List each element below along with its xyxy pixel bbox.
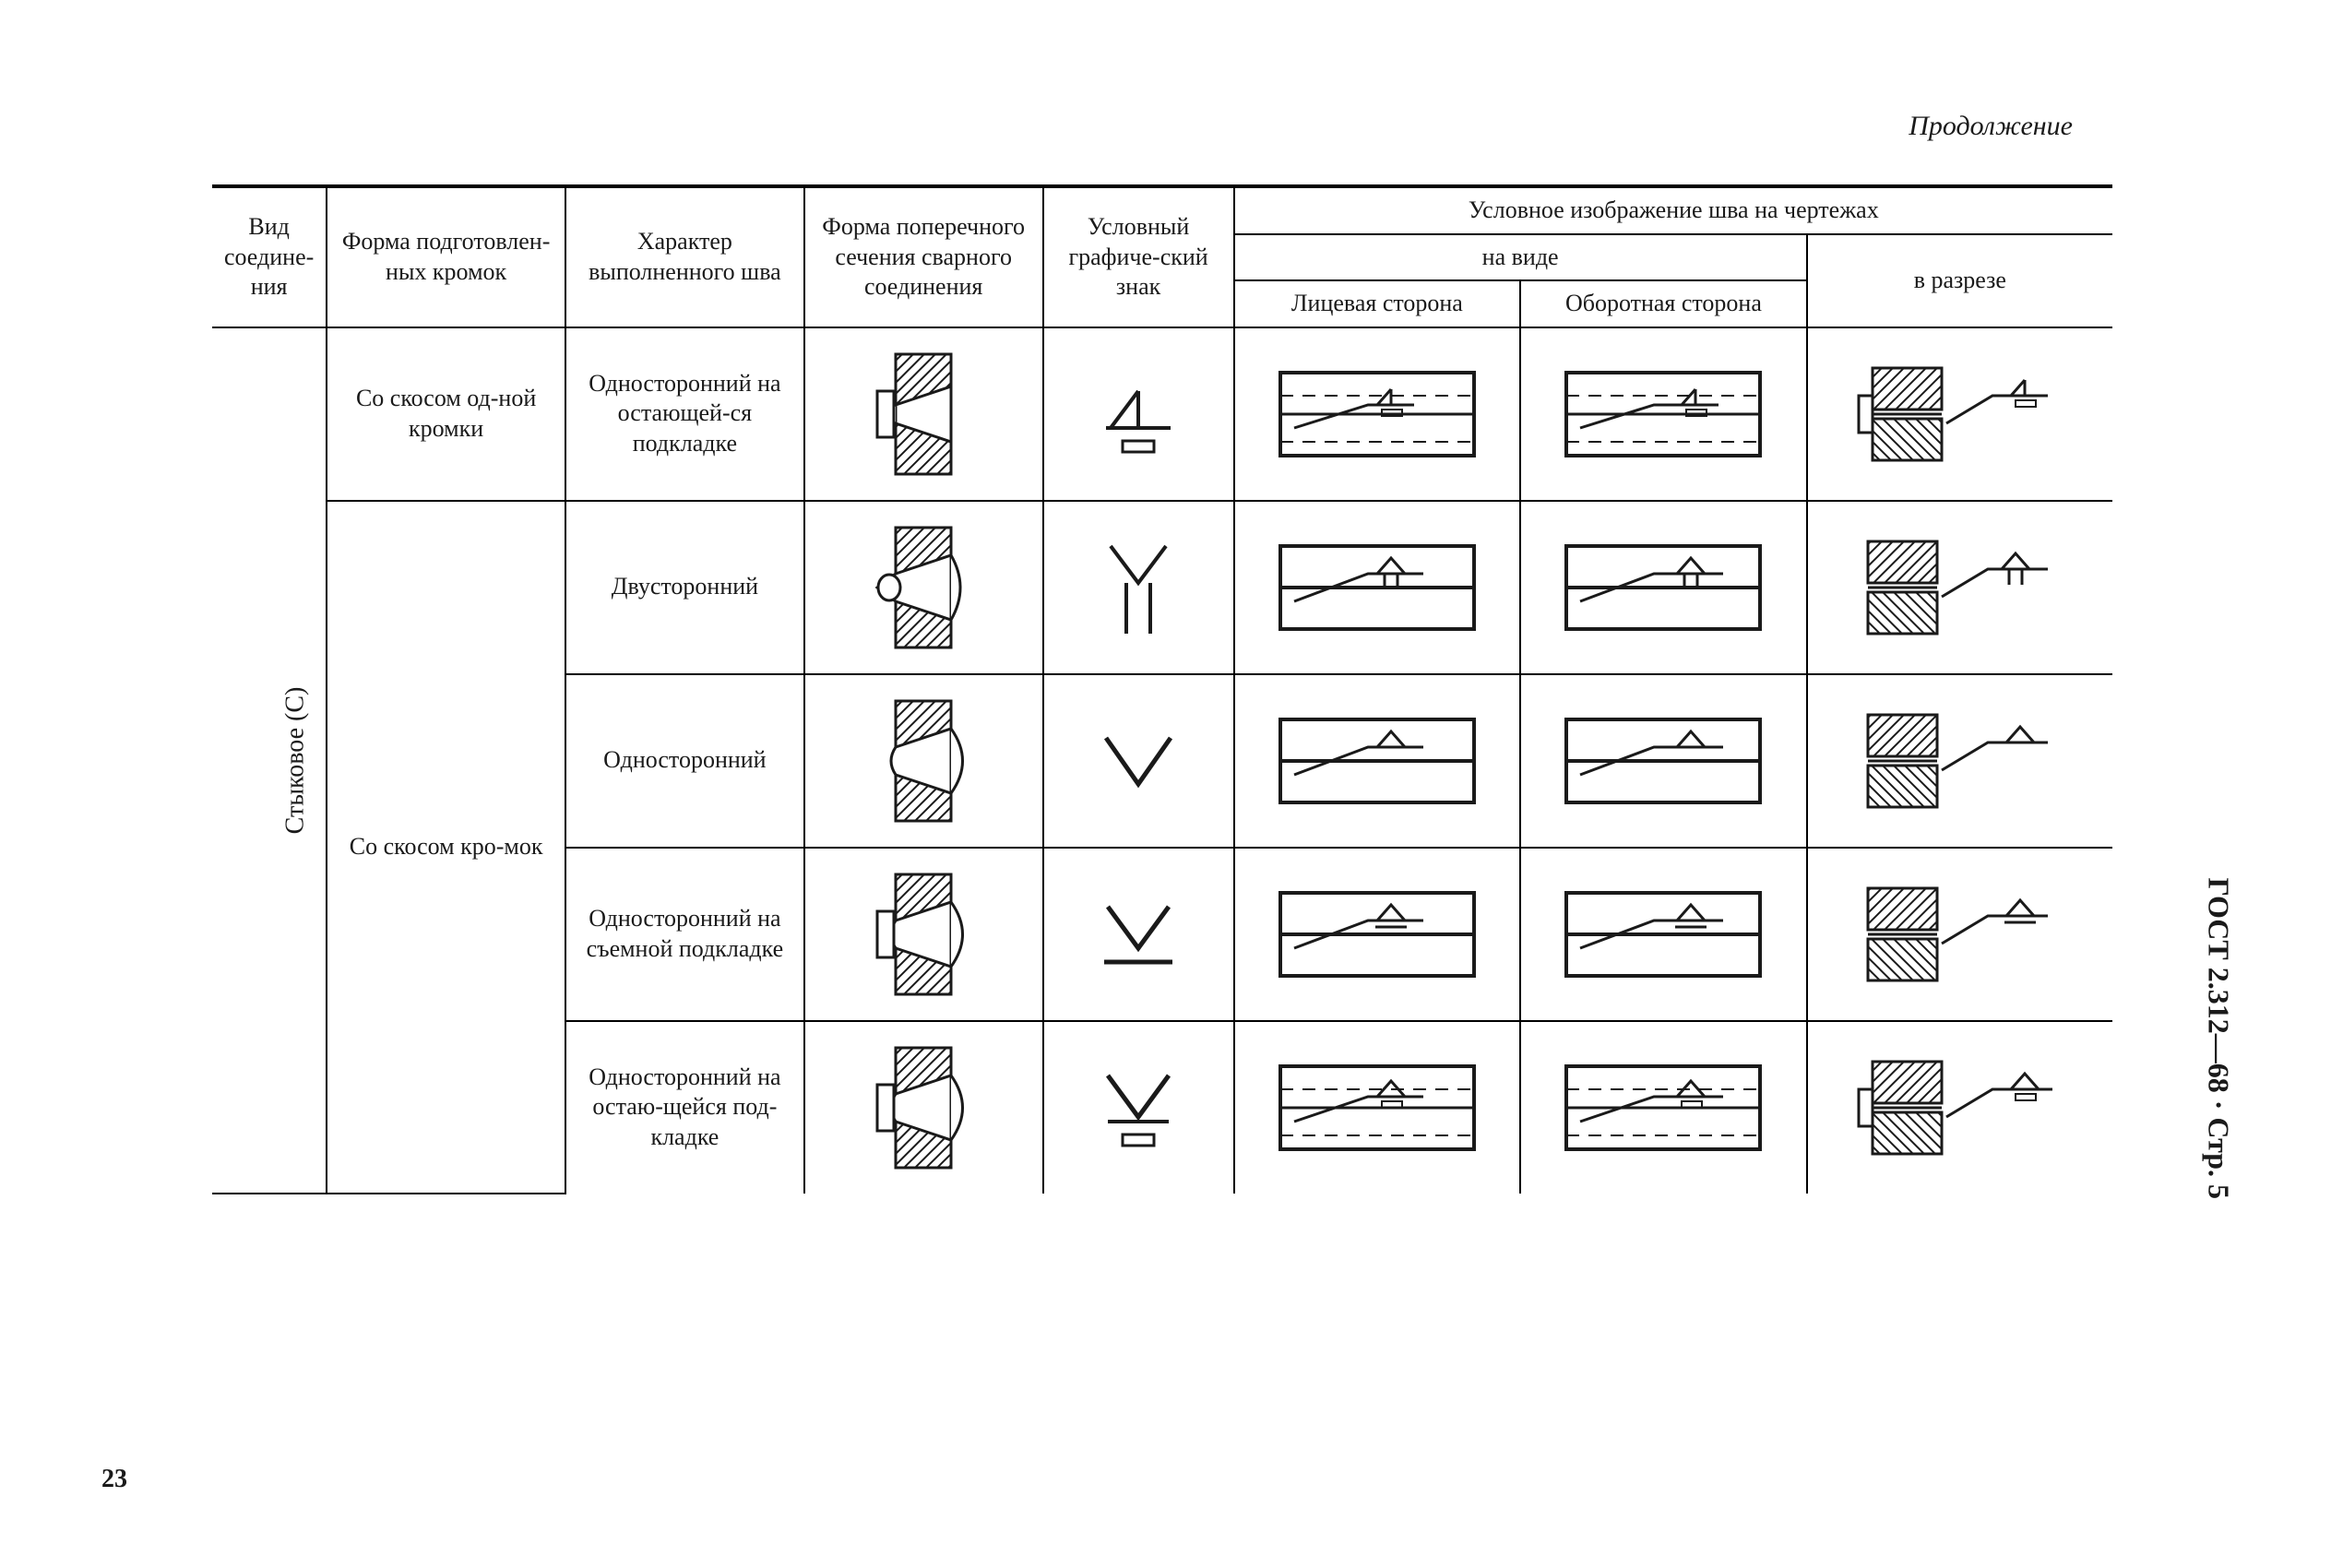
symbol-diagram [1043,674,1234,848]
xsection-diagram [804,1021,1043,1194]
back-view-diagram [1520,1021,1807,1194]
page-number: 23 [101,1465,127,1494]
face-view-diagram [1234,674,1521,848]
edge-form-cell: Со скосом од-ной кромки [327,327,565,501]
joint-type-cell: Стыковое (С) [212,327,327,1194]
face-view-diagram [1234,848,1521,1021]
col-back-side: Оборотная сторона [1520,280,1807,327]
section-view-diagram [1807,674,2112,848]
weld-char-cell: Односторонний на остаю-щейся под-кладке [565,1021,804,1194]
col-weld-char: Характер выполненного шва [565,186,804,327]
face-view-diagram [1234,327,1521,501]
xsection-diagram [804,501,1043,674]
symbol-diagram [1043,501,1234,674]
xsection-diagram [804,848,1043,1021]
doc-id-sidebar: ГОСТ 2.312—68 · Стр. 5 [2202,877,2236,1199]
weld-char-cell: Двусторонний [565,501,804,674]
section-view-diagram [1807,327,2112,501]
back-view-diagram [1520,848,1807,1021]
col-group-heading: Условное изображение шва на чертежах [1234,186,2112,234]
col-xsection: Форма поперечного сечения сварного соеди… [804,186,1043,327]
symbol-diagram [1043,1021,1234,1194]
face-view-diagram [1234,1021,1521,1194]
joint-type-label: Стыковое (С) [279,686,311,834]
col-symbol: Условный графиче-ский знак [1043,186,1234,327]
weld-char-cell: Односторонний на съемной подкладке [565,848,804,1021]
weld-specification-table: Вид соедине-ния Форма подготовлен-ных кр… [212,184,2112,1194]
edge-form-cell: Со скосом кро-мок [327,501,565,1194]
continuation-label: Продолжение [1909,111,2073,142]
xsection-diagram [804,674,1043,848]
col-face-side: Лицевая сторона [1234,280,1521,327]
section-view-diagram [1807,1021,2112,1194]
weld-char-cell: Односторонний на остающей-ся подкладке [565,327,804,501]
col-joint-type: Вид соедине-ния [212,186,327,327]
col-edge-form: Форма подготовлен-ных кромок [327,186,565,327]
xsection-diagram [804,327,1043,501]
section-view-diagram [1807,848,2112,1021]
symbol-diagram [1043,327,1234,501]
weld-char-cell: Односторонний [565,674,804,848]
back-view-diagram [1520,501,1807,674]
back-view-diagram [1520,674,1807,848]
face-view-diagram [1234,501,1521,674]
symbol-diagram [1043,848,1234,1021]
back-view-diagram [1520,327,1807,501]
section-view-diagram [1807,501,2112,674]
col-section-view: в разрезе [1807,234,2112,327]
col-subgroup-view: на виде [1234,234,1807,281]
